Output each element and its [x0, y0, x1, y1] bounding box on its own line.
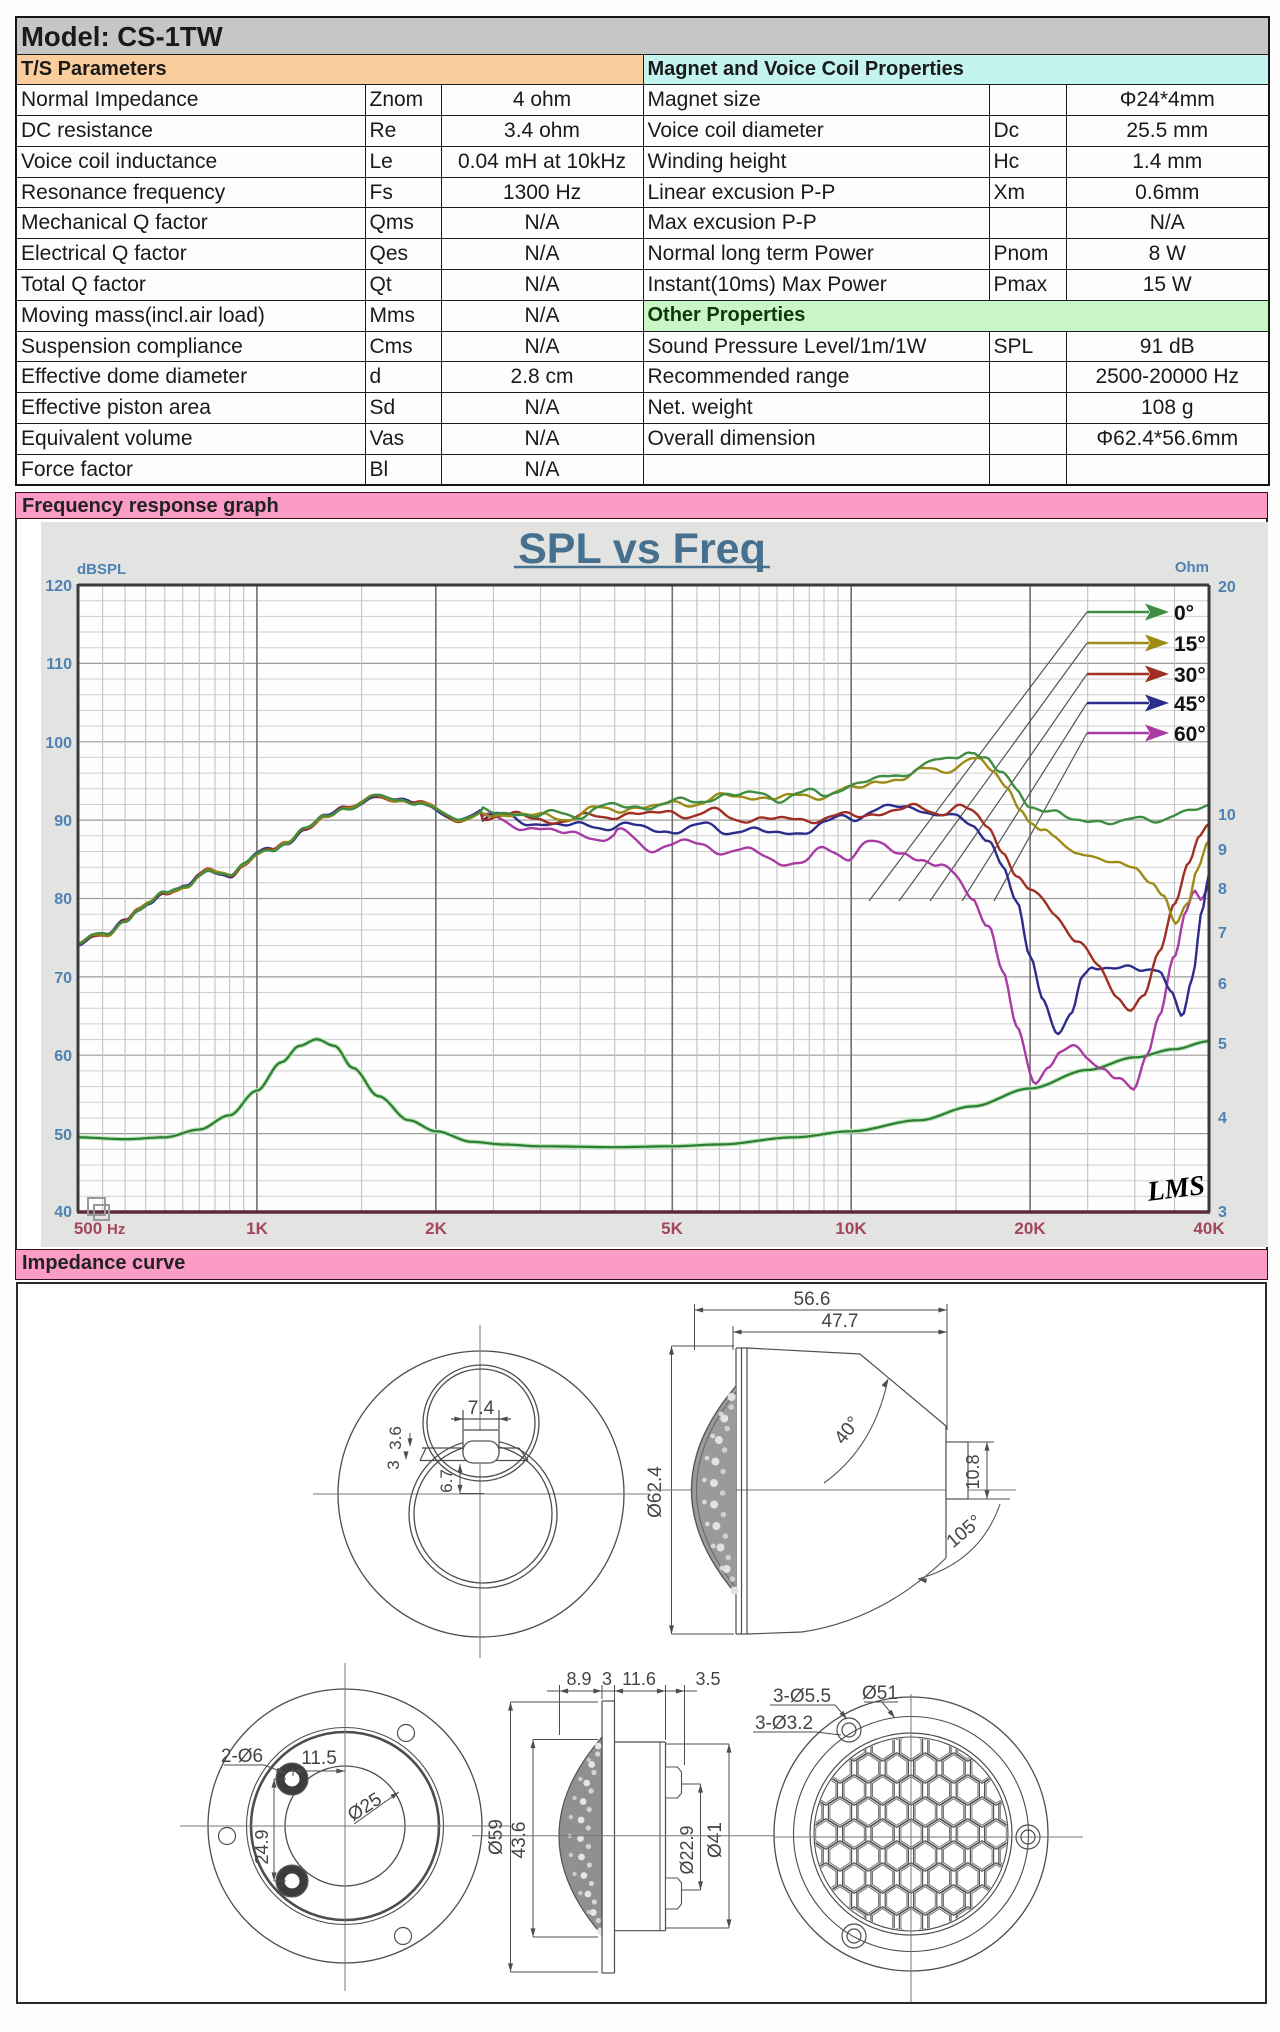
- svg-text:Ø51: Ø51: [862, 1683, 898, 1704]
- svg-text:Ø25: Ø25: [344, 1789, 386, 1826]
- svg-text:Ohm: Ohm: [1175, 559, 1209, 576]
- svg-text:100: 100: [45, 735, 72, 752]
- svg-text:SPL vs Freq: SPL vs Freq: [518, 525, 766, 573]
- svg-text:2K: 2K: [425, 1219, 447, 1238]
- svg-text:40: 40: [54, 1204, 72, 1221]
- svg-text:40K: 40K: [1193, 1219, 1225, 1238]
- svg-text:5K: 5K: [661, 1219, 683, 1238]
- svg-text:8.9: 8.9: [566, 1669, 591, 1689]
- svg-text:Ø59: Ø59: [486, 1819, 507, 1855]
- svg-text:120: 120: [45, 578, 72, 595]
- svg-text:10: 10: [1218, 807, 1236, 824]
- svg-text:3.5: 3.5: [695, 1669, 720, 1689]
- svg-text:LMS: LMS: [1145, 1170, 1207, 1208]
- svg-text:40°: 40°: [831, 1413, 865, 1449]
- svg-text:10K: 10K: [835, 1219, 867, 1238]
- svg-text:24.9: 24.9: [252, 1829, 272, 1864]
- svg-text:60: 60: [54, 1048, 72, 1065]
- svg-text:6: 6: [1218, 976, 1227, 993]
- svg-text:2-Ø6: 2-Ø6: [221, 1746, 263, 1767]
- svg-text:43.6: 43.6: [509, 1822, 530, 1859]
- svg-text:5: 5: [1218, 1036, 1227, 1053]
- svg-text:110: 110: [46, 656, 72, 673]
- svg-text:1K: 1K: [246, 1219, 268, 1238]
- svg-text:50: 50: [54, 1127, 72, 1144]
- svg-text:4: 4: [1218, 1110, 1227, 1127]
- svg-text:10.8: 10.8: [963, 1454, 983, 1489]
- svg-text:Ø22.9: Ø22.9: [677, 1825, 697, 1874]
- svg-text:500: 500: [74, 1219, 102, 1238]
- svg-text:3: 3: [602, 1669, 612, 1689]
- svg-text:0°: 0°: [1174, 602, 1194, 625]
- svg-text:80: 80: [54, 891, 72, 908]
- svg-text:30°: 30°: [1174, 664, 1206, 687]
- svg-text:105°: 105°: [943, 1511, 987, 1552]
- svg-text:dBSPL: dBSPL: [77, 561, 126, 578]
- svg-text:3.6: 3.6: [386, 1426, 405, 1450]
- svg-text:9: 9: [1218, 842, 1227, 859]
- svg-text:45°: 45°: [1174, 693, 1206, 716]
- svg-text:11.6: 11.6: [622, 1669, 656, 1689]
- svg-text:11.5: 11.5: [301, 1748, 337, 1769]
- svg-text:8: 8: [1218, 881, 1227, 898]
- svg-text:60°: 60°: [1174, 723, 1206, 746]
- svg-text:7: 7: [1218, 925, 1227, 942]
- svg-text:70: 70: [54, 970, 72, 987]
- svg-text:20K: 20K: [1014, 1219, 1046, 1238]
- svg-text:15°: 15°: [1174, 633, 1206, 656]
- svg-text:3-Ø3.2: 3-Ø3.2: [755, 1713, 813, 1734]
- svg-text:47.7: 47.7: [822, 1311, 859, 1332]
- svg-text:6.7: 6.7: [437, 1469, 456, 1493]
- svg-text:3: 3: [384, 1460, 403, 1469]
- svg-text:3: 3: [1218, 1204, 1227, 1221]
- svg-text:7.4: 7.4: [468, 1398, 495, 1419]
- svg-text:Ø41: Ø41: [705, 1822, 726, 1858]
- svg-text:20: 20: [1218, 579, 1236, 596]
- svg-text:56.6: 56.6: [794, 1289, 831, 1310]
- svg-text:90: 90: [54, 813, 72, 830]
- svg-text:Hz: Hz: [107, 1221, 125, 1238]
- svg-text:Ø62.4: Ø62.4: [645, 1466, 666, 1518]
- svg-text:3-Ø5.5: 3-Ø5.5: [773, 1686, 831, 1707]
